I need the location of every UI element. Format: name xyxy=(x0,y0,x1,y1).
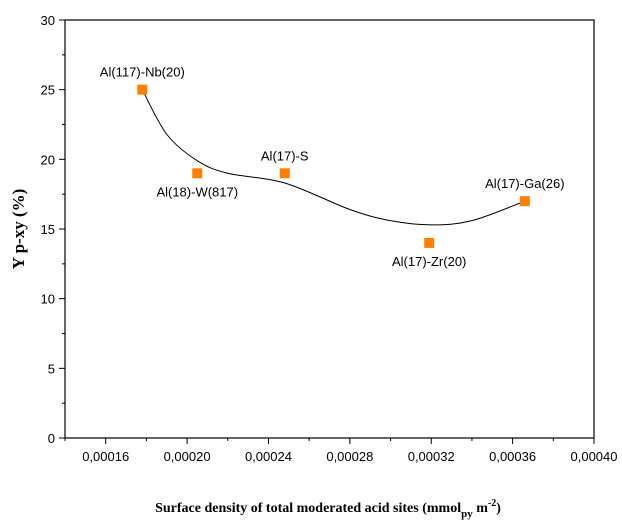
y-tick-label: 20 xyxy=(41,152,55,167)
x-tick-label: 0,00032 xyxy=(408,449,455,464)
data-point xyxy=(519,196,530,207)
data-point xyxy=(279,168,290,179)
y-tick-label: 30 xyxy=(41,13,55,28)
x-tick-label: 0,00020 xyxy=(164,449,211,464)
y-tick-label: 15 xyxy=(41,222,55,237)
y-axis-title: Y p-xy (%) xyxy=(9,189,28,270)
data-point-label: Al(18)-W(817) xyxy=(156,184,238,199)
y-tick-label: 5 xyxy=(48,361,55,376)
x-tick-label: 0,00016 xyxy=(82,449,129,464)
x-axis-title-main: Surface density of total moderated acid … xyxy=(155,501,461,516)
data-point xyxy=(137,84,148,95)
y-tick-label: 0 xyxy=(48,431,55,446)
data-points: Al(117)-Nb(20) Al(18)-W(817) Al(17)-S Al(17… xyxy=(100,65,565,269)
y-tick-label: 25 xyxy=(41,83,55,98)
y-tick-label: 10 xyxy=(41,292,55,307)
x-tick-label: 0,00024 xyxy=(245,449,292,464)
x-tick-label: 0,00040 xyxy=(571,449,618,464)
x-axis-title-close: ) xyxy=(496,501,501,516)
x-tick-label: 0,00036 xyxy=(489,449,536,464)
plot-frame xyxy=(64,19,595,439)
x-axis: 0,00016 0,00020 0,00024 0,00028 0,00032 0,000… xyxy=(64,438,618,464)
data-point-label: Al(17)-Ga(26) xyxy=(485,176,564,191)
data-point xyxy=(424,237,435,248)
data-point xyxy=(192,168,203,179)
data-point-label: Al(117)-Nb(20) xyxy=(100,65,185,80)
y-axis: 0 5 10 15 20 25 30 xyxy=(41,13,65,446)
data-point-label: Al(17)-S xyxy=(261,148,309,163)
fit-curve xyxy=(141,89,525,226)
x-tick-label: 0,00028 xyxy=(326,449,373,464)
x-axis-title: Surface density of total moderated acid … xyxy=(155,498,501,520)
x-axis-title-sup: -2 xyxy=(488,498,496,509)
x-axis-title-sub: py xyxy=(461,508,473,520)
x-axis-title-unit: m xyxy=(473,501,489,516)
data-point-label: Al(17)-Zr(20) xyxy=(392,254,466,269)
